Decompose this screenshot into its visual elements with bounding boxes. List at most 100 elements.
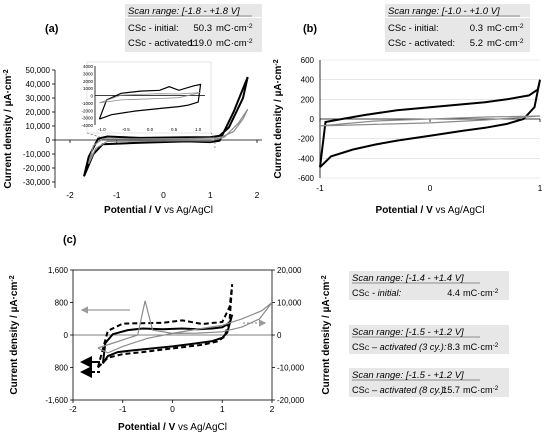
panel-b-activated-unit: mC·cm-2 xyxy=(487,38,524,50)
panel-b-ytick-label: 400 xyxy=(301,76,315,85)
panel-b-initial-unit: mC·cm-2 xyxy=(487,23,524,35)
panel-c-series-black-dashed xyxy=(96,284,234,369)
panel-c-xtick-label: -2 xyxy=(69,404,77,414)
panel-c-ytick-left-label: -1,600 xyxy=(45,396,68,405)
panel-a-inset-frame xyxy=(86,61,212,134)
panel-a-ytick-label: -20,000 xyxy=(23,164,51,173)
panel-b-series-gray xyxy=(319,115,541,127)
panel-a-scan-box-range: Scan range: [-1.8 - +1.8 V] xyxy=(128,6,240,17)
panel-c-label: (c) xyxy=(63,234,77,246)
panel-a-inset-xtick-label: 1.0 xyxy=(195,127,202,132)
panel-a-ytick-label: -10,000 xyxy=(23,150,51,159)
panel-a-inset-xtick-label: 0.5 xyxy=(171,127,178,132)
panel-b-ytick-label: 0 xyxy=(310,115,315,124)
panel-c-ytick-left-label: 1,600 xyxy=(48,266,69,275)
panel-a-ytick-label: 40,000 xyxy=(26,80,51,89)
panel-a-inset-ytick-label: -4000 xyxy=(81,123,93,128)
panel-c-annotation-line: CSC – activated (3 cy.): xyxy=(352,342,447,352)
panel-c-series-black xyxy=(101,314,234,364)
panel-a-ytick-label: 0 xyxy=(46,136,51,145)
panel-b-series-black xyxy=(319,79,541,168)
panel-a-inset-ytick-label: 1000 xyxy=(83,86,94,91)
panel-a-inset-ytick-label: -1000 xyxy=(81,101,93,106)
panel-c-xlabel: Potential / V vs Ag/AgCl xyxy=(118,422,227,433)
panel-b-xlabel: Potential / V vs Ag/AgCl xyxy=(376,205,485,216)
panel-c-annotation-value: 4.4 xyxy=(447,288,460,298)
panel-b-ytick-label: 200 xyxy=(301,95,315,104)
panel-a-ytick-label: 20,000 xyxy=(26,108,51,117)
panel-c-xtick-label: -1 xyxy=(119,404,127,414)
panel-a-inset-xtick-label: -1.0 xyxy=(98,127,106,132)
panel-c-xtick-label: 2 xyxy=(270,404,275,414)
panel-b-xtick-label: 1 xyxy=(538,183,543,193)
panel-c-annotation-value-bg xyxy=(349,338,509,354)
panel-a-initial-unit: mC·cm-2 xyxy=(216,23,253,35)
panel-a-inset-connector xyxy=(210,132,216,139)
panel-c-ytick-right-label: 10,000 xyxy=(277,299,302,308)
panel-a-series-black xyxy=(83,76,249,177)
panel-c-annotation-range: Scan range: [-1.5 - +1.2 V] xyxy=(352,370,464,381)
panel-b-values-bg xyxy=(385,18,530,52)
panel-b-label: (b) xyxy=(303,23,317,35)
panel-a-values-bg xyxy=(125,18,262,52)
panel-c-annotation-range: Scan range: [-1.5 - +1.2 V] xyxy=(352,327,464,338)
panel-a-xlabel: Potential / V vs Ag/AgCl xyxy=(104,205,213,216)
panel-a-xtick-label: -1 xyxy=(113,190,121,200)
panel-a-xtick-label: 2 xyxy=(255,190,260,200)
panel-c-ytick-right-label: -20,000 xyxy=(277,396,305,405)
panel-a-inset-connector xyxy=(86,132,103,139)
panel-a-activated-value: 119.0 xyxy=(189,38,212,49)
panel-b-initial-value: 0.3 xyxy=(470,23,483,34)
panel-a-activated-unit: mC·cm-2 xyxy=(216,38,253,50)
panel-a-ytick-label: -30,000 xyxy=(23,178,51,187)
panel-a-ytick-label: 50,000 xyxy=(26,66,51,75)
panel-b-ytick-label: 600 xyxy=(301,56,315,65)
panel-c-ytick-right-label: 20,000 xyxy=(277,266,302,275)
panel-c-ytick-right-label: -10,000 xyxy=(277,364,305,373)
panel-c-xtick-label: 1 xyxy=(220,404,225,414)
panel-a-inset-series-black xyxy=(98,83,202,120)
panel-c-ytick-left-label: 800 xyxy=(55,364,69,373)
panel-a-label: (a) xyxy=(45,23,59,35)
panel-a-scan-box-range-bg xyxy=(125,4,262,17)
panel-a-initial-value: 50.3 xyxy=(194,23,213,34)
panel-c-ytick-left-label: 0 xyxy=(64,331,69,340)
panel-a-ytick-label: 30,000 xyxy=(26,94,51,103)
panel-c-annotation-line: CSC – activated (8 cy.): xyxy=(352,385,447,395)
panel-b-scan-box-range-bg xyxy=(385,4,530,17)
panel-a-series-gray xyxy=(88,108,249,165)
panel-a-inset-xtick-label: -0.5 xyxy=(122,127,130,132)
panel-c-annotation-range-bg xyxy=(349,271,509,284)
panel-c-annotation-unit: mC·cm-2 xyxy=(463,288,499,299)
panel-c-annotation-value-bg xyxy=(349,284,509,300)
panel-a-inset-ytick-label: 3000 xyxy=(83,71,94,76)
panel-a-xtick-label: -2 xyxy=(66,190,74,200)
panel-a-inset-ytick-label: 2000 xyxy=(83,79,94,84)
panel-b-activated-value: 5.2 xyxy=(470,38,483,49)
panel-a-ytick-label: 10,000 xyxy=(26,122,51,131)
panel-a-ylabel: Current density / µA·cm-2 xyxy=(3,69,15,188)
panel-a-xtick-label: 0 xyxy=(161,190,166,200)
panel-c-annotation-line: CSC - initial: xyxy=(352,288,402,298)
panel-a-inset-ytick-label: -3000 xyxy=(81,116,93,121)
panel-b-ytick-label: -200 xyxy=(298,135,315,144)
panel-c-annotation-value-bg xyxy=(349,381,509,397)
panel-c-annotation-value: 8.3 xyxy=(447,342,460,352)
panel-b-ylabel: Current density / µA·cm-2 xyxy=(273,59,285,178)
panel-c-ylabel-left: Current density / µA·cm-2 xyxy=(9,275,21,394)
panel-a-xtick-label: 1 xyxy=(208,190,213,200)
panel-c-annotation-unit: mC·cm-2 xyxy=(463,342,499,353)
panel-b-initial-label: CSc - initial: xyxy=(388,23,439,34)
panel-c-annotation-unit: mC·cm-2 xyxy=(463,385,499,396)
panel-a-activated-label: CSc - activated: xyxy=(128,38,195,49)
panel-c-annotation-range-bg xyxy=(349,368,509,381)
panel-a-inset-series-gray xyxy=(99,92,201,104)
panel-c-xtick-label: 0 xyxy=(170,404,175,414)
panel-a-inset-ytick-label: -2000 xyxy=(81,108,93,113)
panel-b-xtick-label: 0 xyxy=(428,183,433,193)
panel-c-series-gray xyxy=(97,300,273,354)
panel-c-ytick-right-label: 0 xyxy=(277,331,282,340)
panel-c-ytick-left-label: 800 xyxy=(55,299,69,308)
panel-c-annotation-value: 15.7 xyxy=(442,385,460,395)
panel-c-annotation-range-bg xyxy=(349,325,509,338)
